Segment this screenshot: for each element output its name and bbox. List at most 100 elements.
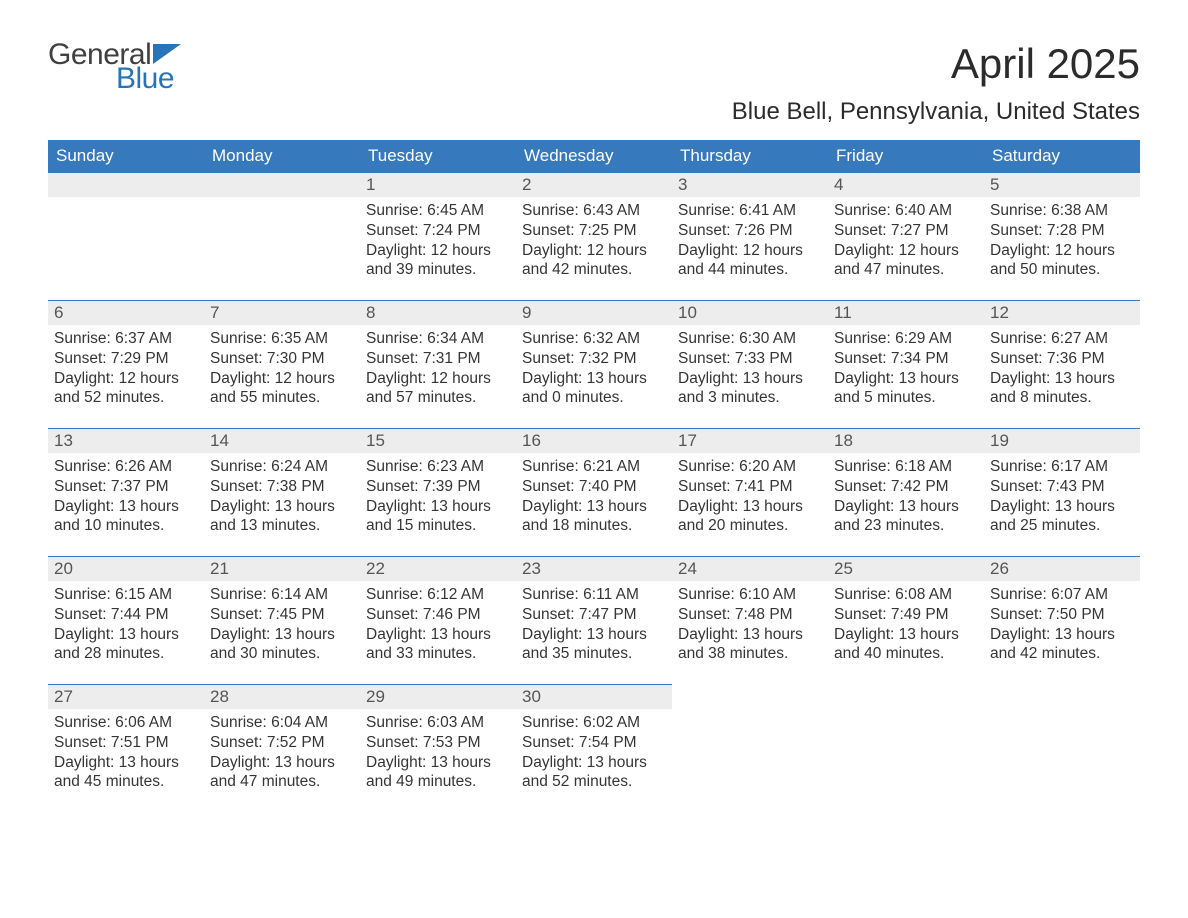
day-number: 2 (516, 172, 672, 197)
sunset-line: Sunset: 7:45 PM (210, 605, 354, 625)
day-details: Sunrise: 6:29 AMSunset: 7:34 PMDaylight:… (828, 325, 984, 416)
sunset-line: Sunset: 7:38 PM (210, 477, 354, 497)
day-number: 9 (516, 300, 672, 325)
calendar-day-cell: 6Sunrise: 6:37 AMSunset: 7:29 PMDaylight… (48, 300, 204, 428)
sunset-line: Sunset: 7:34 PM (834, 349, 978, 369)
sunset-line: Sunset: 7:53 PM (366, 733, 510, 753)
logo-text-blue: Blue (116, 64, 181, 94)
sunset-line: Sunset: 7:28 PM (990, 221, 1134, 241)
day-details: Sunrise: 6:26 AMSunset: 7:37 PMDaylight:… (48, 453, 204, 544)
day-number: 27 (48, 684, 204, 709)
day-number: 30 (516, 684, 672, 709)
calendar-table: SundayMondayTuesdayWednesdayThursdayFrid… (48, 140, 1140, 812)
weekday-header-row: SundayMondayTuesdayWednesdayThursdayFrid… (48, 140, 1140, 172)
sunrise-line: Sunrise: 6:29 AM (834, 329, 978, 349)
calendar-day-cell: 18Sunrise: 6:18 AMSunset: 7:42 PMDayligh… (828, 428, 984, 556)
calendar-day-cell: 13Sunrise: 6:26 AMSunset: 7:37 PMDayligh… (48, 428, 204, 556)
calendar-day-cell (48, 172, 204, 300)
location-subtitle: Blue Bell, Pennsylvania, United States (48, 98, 1140, 126)
sunrise-line: Sunrise: 6:03 AM (366, 713, 510, 733)
daylight-line: Daylight: 12 hours and 50 minutes. (990, 241, 1134, 281)
sunrise-line: Sunrise: 6:37 AM (54, 329, 198, 349)
sunset-line: Sunset: 7:47 PM (522, 605, 666, 625)
sunrise-line: Sunrise: 6:35 AM (210, 329, 354, 349)
daylight-line: Daylight: 13 hours and 28 minutes. (54, 625, 198, 665)
day-number-empty (204, 172, 360, 197)
day-number: 28 (204, 684, 360, 709)
calendar-week-row: 6Sunrise: 6:37 AMSunset: 7:29 PMDaylight… (48, 300, 1140, 428)
daylight-line: Daylight: 12 hours and 52 minutes. (54, 369, 198, 409)
calendar-day-cell: 8Sunrise: 6:34 AMSunset: 7:31 PMDaylight… (360, 300, 516, 428)
day-details: Sunrise: 6:17 AMSunset: 7:43 PMDaylight:… (984, 453, 1140, 544)
daylight-line: Daylight: 13 hours and 5 minutes. (834, 369, 978, 409)
day-details: Sunrise: 6:12 AMSunset: 7:46 PMDaylight:… (360, 581, 516, 672)
sunset-line: Sunset: 7:39 PM (366, 477, 510, 497)
day-details: Sunrise: 6:41 AMSunset: 7:26 PMDaylight:… (672, 197, 828, 288)
sunrise-line: Sunrise: 6:07 AM (990, 585, 1134, 605)
sunrise-line: Sunrise: 6:30 AM (678, 329, 822, 349)
day-number: 20 (48, 556, 204, 581)
day-number: 7 (204, 300, 360, 325)
sunrise-line: Sunrise: 6:32 AM (522, 329, 666, 349)
day-details: Sunrise: 6:37 AMSunset: 7:29 PMDaylight:… (48, 325, 204, 416)
daylight-line: Daylight: 13 hours and 49 minutes. (366, 753, 510, 793)
calendar-week-row: 1Sunrise: 6:45 AMSunset: 7:24 PMDaylight… (48, 172, 1140, 300)
sunrise-line: Sunrise: 6:20 AM (678, 457, 822, 477)
sunset-line: Sunset: 7:50 PM (990, 605, 1134, 625)
day-number: 17 (672, 428, 828, 453)
day-details: Sunrise: 6:08 AMSunset: 7:49 PMDaylight:… (828, 581, 984, 672)
sunset-line: Sunset: 7:52 PM (210, 733, 354, 753)
daylight-line: Daylight: 12 hours and 47 minutes. (834, 241, 978, 281)
day-details: Sunrise: 6:07 AMSunset: 7:50 PMDaylight:… (984, 581, 1140, 672)
day-number: 6 (48, 300, 204, 325)
sunrise-line: Sunrise: 6:08 AM (834, 585, 978, 605)
logo: General Blue (48, 40, 181, 94)
weekday-header: Tuesday (360, 140, 516, 172)
day-number: 22 (360, 556, 516, 581)
sunset-line: Sunset: 7:54 PM (522, 733, 666, 753)
daylight-line: Daylight: 13 hours and 40 minutes. (834, 625, 978, 665)
sunrise-line: Sunrise: 6:04 AM (210, 713, 354, 733)
sunset-line: Sunset: 7:31 PM (366, 349, 510, 369)
sunset-line: Sunset: 7:29 PM (54, 349, 198, 369)
day-number: 12 (984, 300, 1140, 325)
daylight-line: Daylight: 13 hours and 3 minutes. (678, 369, 822, 409)
day-details: Sunrise: 6:20 AMSunset: 7:41 PMDaylight:… (672, 453, 828, 544)
sunrise-line: Sunrise: 6:38 AM (990, 201, 1134, 221)
day-number: 1 (360, 172, 516, 197)
day-details: Sunrise: 6:21 AMSunset: 7:40 PMDaylight:… (516, 453, 672, 544)
sunset-line: Sunset: 7:48 PM (678, 605, 822, 625)
day-details: Sunrise: 6:10 AMSunset: 7:48 PMDaylight:… (672, 581, 828, 672)
calendar-day-cell: 7Sunrise: 6:35 AMSunset: 7:30 PMDaylight… (204, 300, 360, 428)
sunset-line: Sunset: 7:36 PM (990, 349, 1134, 369)
sunrise-line: Sunrise: 6:26 AM (54, 457, 198, 477)
daylight-line: Daylight: 12 hours and 42 minutes. (522, 241, 666, 281)
page-title: April 2025 (951, 40, 1140, 88)
calendar-day-cell: 23Sunrise: 6:11 AMSunset: 7:47 PMDayligh… (516, 556, 672, 684)
daylight-line: Daylight: 12 hours and 44 minutes. (678, 241, 822, 281)
sunset-line: Sunset: 7:46 PM (366, 605, 510, 625)
day-number: 10 (672, 300, 828, 325)
calendar-day-cell: 20Sunrise: 6:15 AMSunset: 7:44 PMDayligh… (48, 556, 204, 684)
weekday-header: Thursday (672, 140, 828, 172)
day-details: Sunrise: 6:18 AMSunset: 7:42 PMDaylight:… (828, 453, 984, 544)
day-details: Sunrise: 6:14 AMSunset: 7:45 PMDaylight:… (204, 581, 360, 672)
day-details: Sunrise: 6:45 AMSunset: 7:24 PMDaylight:… (360, 197, 516, 288)
daylight-line: Daylight: 13 hours and 20 minutes. (678, 497, 822, 537)
day-number: 11 (828, 300, 984, 325)
sunrise-line: Sunrise: 6:15 AM (54, 585, 198, 605)
day-number: 5 (984, 172, 1140, 197)
sunrise-line: Sunrise: 6:10 AM (678, 585, 822, 605)
day-number: 18 (828, 428, 984, 453)
day-details: Sunrise: 6:11 AMSunset: 7:47 PMDaylight:… (516, 581, 672, 672)
sunset-line: Sunset: 7:41 PM (678, 477, 822, 497)
day-number: 24 (672, 556, 828, 581)
calendar-week-row: 13Sunrise: 6:26 AMSunset: 7:37 PMDayligh… (48, 428, 1140, 556)
daylight-line: Daylight: 13 hours and 25 minutes. (990, 497, 1134, 537)
day-number: 19 (984, 428, 1140, 453)
calendar-week-row: 27Sunrise: 6:06 AMSunset: 7:51 PMDayligh… (48, 684, 1140, 812)
weekday-header: Monday (204, 140, 360, 172)
calendar-day-cell: 9Sunrise: 6:32 AMSunset: 7:32 PMDaylight… (516, 300, 672, 428)
day-details: Sunrise: 6:30 AMSunset: 7:33 PMDaylight:… (672, 325, 828, 416)
daylight-line: Daylight: 13 hours and 47 minutes. (210, 753, 354, 793)
